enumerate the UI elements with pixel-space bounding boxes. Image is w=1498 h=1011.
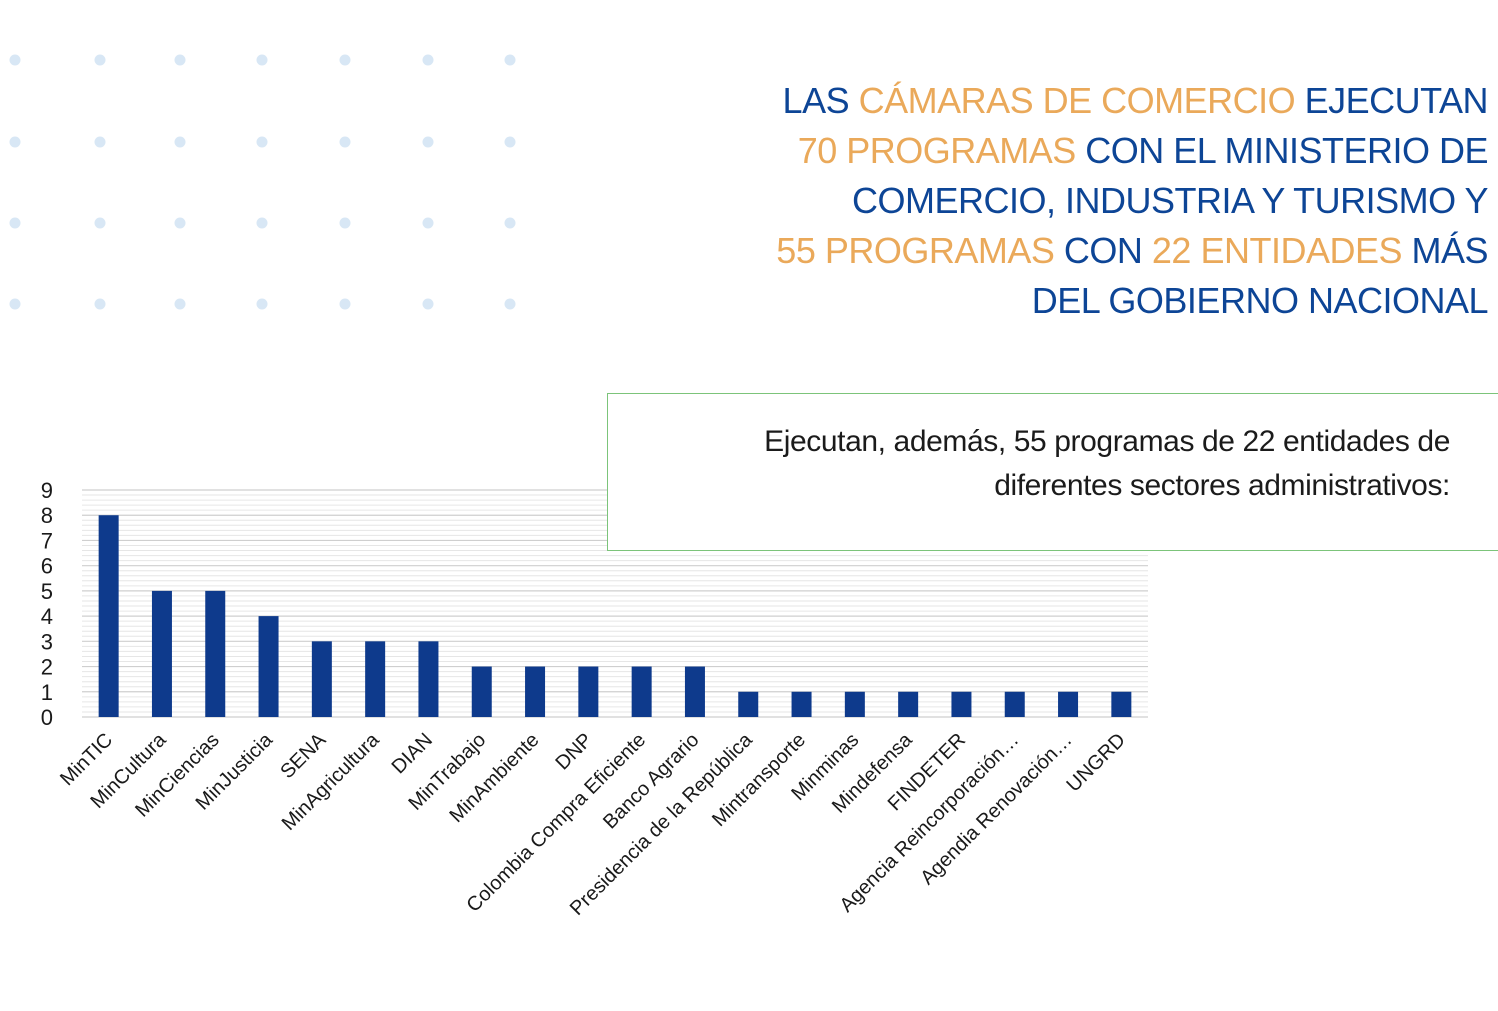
y-tick-label: 4 [41, 604, 53, 629]
decorative-dot [339, 136, 351, 148]
headline-text: MÁS [1401, 230, 1488, 271]
y-tick-label: 0 [41, 705, 53, 730]
bar [1111, 691, 1132, 717]
headline-text: DEL GOBIERNO NACIONAL [1031, 280, 1489, 321]
x-tick-label: Mintransporte [708, 729, 810, 831]
headline-highlight: 22 ENTIDADES [1151, 230, 1403, 271]
headline-text: EJECUTAN [1295, 80, 1489, 121]
decorative-dot [504, 298, 516, 310]
bar [151, 590, 172, 717]
programs-bar-chart: 0123456789MinTICMinCulturaMinCienciasMin… [41, 478, 1148, 920]
y-tick-label: 5 [41, 579, 53, 604]
bar [791, 691, 812, 717]
bar [311, 641, 332, 717]
bar [1004, 691, 1025, 717]
decorative-dot [174, 298, 186, 310]
decorative-dot [9, 54, 21, 66]
bar [1058, 691, 1079, 717]
headline-text: COMERCIO, INDUSTRIA Y TURISMO Y [852, 180, 1488, 221]
x-tick-label: MinAgricultura [278, 728, 385, 835]
y-tick-label: 3 [41, 629, 53, 654]
page-headline: LAS CÁMARAS DE COMERCIO EJECUTAN 70 PROGR… [728, 76, 1488, 326]
bar [471, 666, 492, 717]
decorative-dot [339, 54, 351, 66]
decorative-dot [9, 136, 21, 148]
note-text: Ejecutan, además, 55 programas de 22 ent… [670, 420, 1450, 508]
bar [98, 515, 119, 717]
headline-text: CON EL MINISTERIO DE [1075, 130, 1488, 171]
bar [205, 590, 226, 717]
decorative-dot [256, 217, 268, 229]
y-tick-label: 1 [41, 680, 53, 705]
bar [258, 616, 279, 717]
y-tick-label: 8 [41, 503, 53, 528]
bar [578, 666, 599, 717]
x-tick-label: DNP [551, 729, 596, 774]
decorative-dot [422, 136, 434, 148]
x-tick-label: UNGRD [1062, 729, 1129, 796]
bar [365, 641, 386, 717]
y-tick-label: 2 [41, 655, 53, 680]
headline-highlight: 55 PROGRAMAS [776, 230, 1055, 271]
bar [418, 641, 439, 717]
y-tick-label: 9 [41, 478, 53, 503]
bar [738, 691, 759, 717]
decorative-dot [504, 136, 516, 148]
decorative-dot [174, 54, 186, 66]
decorative-dot [422, 54, 434, 66]
decorative-dot [339, 217, 351, 229]
decorative-dot [94, 54, 106, 66]
decorative-dot [174, 136, 186, 148]
decorative-dot [94, 136, 106, 148]
decorative-dot [9, 298, 21, 310]
bar [684, 666, 705, 717]
bar [525, 666, 546, 717]
decorative-dot [256, 298, 268, 310]
headline-highlight: CÁMARAS DE COMERCIO [858, 80, 1296, 121]
decorative-dot [256, 136, 268, 148]
bar [844, 691, 865, 717]
note-box: Ejecutan, además, 55 programas de 22 ent… [607, 393, 1498, 551]
headline-highlight: 70 PROGRAMAS [797, 130, 1077, 171]
decorative-dot [174, 217, 186, 229]
y-tick-label: 7 [41, 528, 53, 553]
decorative-dot [504, 217, 516, 229]
decorative-dot [9, 217, 21, 229]
x-tick-label: DIAN [388, 729, 437, 778]
note-line-1: Ejecutan, además, 55 programas de 22 ent… [764, 425, 1450, 458]
note-line-2: diferentes sectores administrativos: [994, 469, 1450, 502]
decorative-dot [504, 54, 516, 66]
decorative-dot [422, 217, 434, 229]
decorative-dot [339, 298, 351, 310]
headline-text: CON [1054, 230, 1152, 271]
decorative-dot [422, 298, 434, 310]
bar [631, 666, 652, 717]
decorative-dot [94, 217, 106, 229]
bar [951, 691, 972, 717]
headline-text: LAS [782, 80, 859, 121]
decorative-dot-grid [9, 54, 516, 310]
bar [898, 691, 919, 717]
decorative-dot [256, 54, 268, 66]
y-tick-label: 6 [41, 554, 53, 579]
decorative-dot [94, 298, 106, 310]
